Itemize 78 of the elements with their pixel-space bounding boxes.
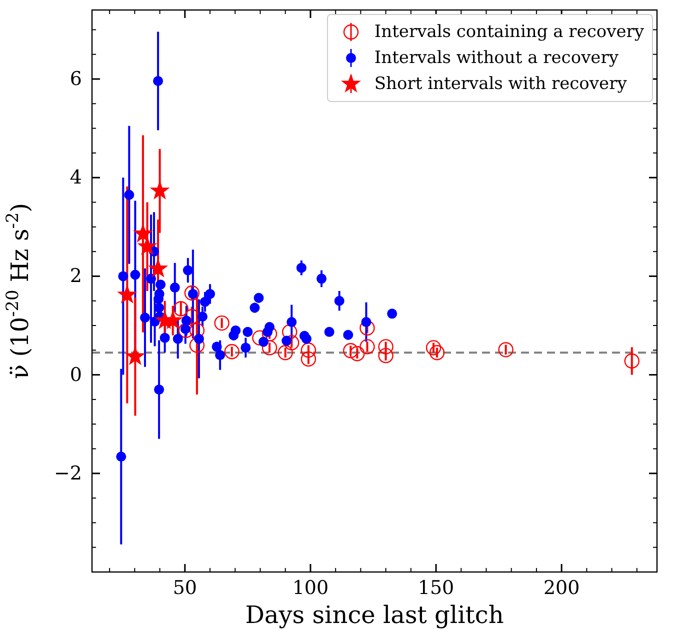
point <box>172 334 183 344</box>
point <box>154 302 164 313</box>
point <box>240 342 251 353</box>
point <box>498 342 514 358</box>
point <box>301 334 312 344</box>
point <box>230 325 241 336</box>
point <box>361 317 372 328</box>
point <box>197 312 208 322</box>
point <box>350 346 365 362</box>
point <box>118 271 128 282</box>
y-tick-label: 0 <box>70 364 82 386</box>
point <box>254 292 264 303</box>
point <box>282 324 298 340</box>
point <box>378 348 394 364</box>
point <box>429 345 445 360</box>
point <box>118 285 136 303</box>
point <box>378 339 394 354</box>
point <box>334 296 344 306</box>
legend-label: Short intervals with recovery <box>374 74 627 94</box>
point <box>146 274 156 284</box>
point <box>189 322 205 338</box>
point <box>278 345 293 360</box>
point <box>134 224 152 242</box>
point <box>224 344 240 360</box>
x-axis-title: Days since last glitch <box>245 601 504 629</box>
point <box>215 350 226 360</box>
point <box>116 452 126 462</box>
point <box>148 259 168 277</box>
point <box>624 353 640 369</box>
point <box>343 343 358 358</box>
point <box>170 282 180 293</box>
y-tick-label: 6 <box>70 68 82 90</box>
point <box>173 301 188 316</box>
point <box>343 330 354 340</box>
point <box>284 335 300 350</box>
point <box>154 384 164 395</box>
point <box>205 288 216 299</box>
point <box>360 320 375 336</box>
x-tick-label: 50 <box>172 577 198 599</box>
point <box>296 262 306 273</box>
point <box>316 274 327 284</box>
point <box>160 332 170 343</box>
legend-label: Intervals containing a recovery <box>374 22 644 42</box>
legend-label: Intervals without a recovery <box>374 48 618 68</box>
point <box>264 322 275 332</box>
point <box>153 76 164 86</box>
point <box>154 288 164 299</box>
x-tick-label: 200 <box>543 577 580 599</box>
point <box>324 326 334 337</box>
y-tick-label: 2 <box>70 265 82 288</box>
point <box>126 347 144 364</box>
point <box>156 280 166 290</box>
point <box>286 317 297 328</box>
point <box>300 342 316 358</box>
point <box>250 302 260 313</box>
point <box>300 351 316 367</box>
point <box>130 270 140 280</box>
point <box>150 181 169 199</box>
point <box>426 340 442 356</box>
point <box>178 322 194 338</box>
point <box>194 334 204 344</box>
y-tick-label: −2 <box>54 462 82 484</box>
point <box>262 340 278 356</box>
point <box>182 265 193 276</box>
point <box>184 285 200 301</box>
point <box>387 308 398 319</box>
point <box>200 296 210 307</box>
x-tick-label: 150 <box>418 577 454 599</box>
point <box>124 190 134 200</box>
point <box>138 237 156 254</box>
point <box>214 315 230 331</box>
y-tick-label: 4 <box>70 166 82 189</box>
point <box>140 312 150 323</box>
point <box>360 339 375 354</box>
point <box>189 338 205 353</box>
x-tick-label: 100 <box>292 577 329 599</box>
point <box>150 316 160 327</box>
point <box>252 330 268 346</box>
